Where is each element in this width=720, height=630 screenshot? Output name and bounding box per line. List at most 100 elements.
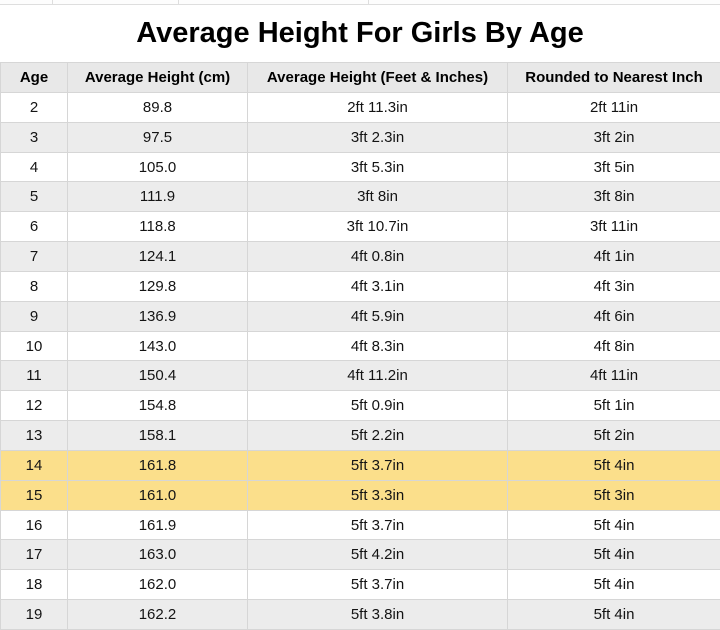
rounded-cell: 5ft 1in: [508, 391, 720, 421]
rounded-cell: 3ft 2in: [508, 122, 720, 152]
feet-inches-cell: 5ft 3.7in: [248, 510, 508, 540]
rounded-cell: 4ft 6in: [508, 301, 720, 331]
age-cell: 11: [1, 361, 68, 391]
age-cell: 9: [1, 301, 68, 331]
cell-border-tick: [52, 0, 53, 4]
rounded-cell: 5ft 4in: [508, 600, 720, 630]
col-header-feet-inches: Average Height (Feet & Inches): [248, 63, 508, 93]
rounded-cell: 4ft 8in: [508, 331, 720, 361]
cropped-row-sliver: [0, 0, 720, 5]
rounded-cell: 5ft 4in: [508, 510, 720, 540]
height-table: Age Average Height (cm) Average Height (…: [0, 62, 720, 630]
cm-cell: 154.8: [68, 391, 248, 421]
cm-cell: 118.8: [68, 212, 248, 242]
cm-cell: 97.5: [68, 122, 248, 152]
age-cell: 5: [1, 182, 68, 212]
age-cell: 10: [1, 331, 68, 361]
cm-cell: 136.9: [68, 301, 248, 331]
age-cell: 4: [1, 152, 68, 182]
cell-border-tick: [368, 0, 369, 4]
feet-inches-cell: 3ft 2.3in: [248, 122, 508, 152]
feet-inches-cell: 4ft 0.8in: [248, 242, 508, 272]
feet-inches-cell: 3ft 5.3in: [248, 152, 508, 182]
rounded-cell: 4ft 3in: [508, 271, 720, 301]
col-header-rounded: Rounded to Nearest Inch: [508, 63, 720, 93]
cm-cell: 162.2: [68, 600, 248, 630]
feet-inches-cell: 5ft 2.2in: [248, 421, 508, 451]
rounded-cell: 5ft 4in: [508, 570, 720, 600]
feet-inches-cell: 5ft 3.7in: [248, 450, 508, 480]
age-cell: 12: [1, 391, 68, 421]
age-cell: 7: [1, 242, 68, 272]
feet-inches-cell: 5ft 3.8in: [248, 600, 508, 630]
cm-cell: 105.0: [68, 152, 248, 182]
age-cell: 6: [1, 212, 68, 242]
age-cell: 16: [1, 510, 68, 540]
age-cell: 15: [1, 480, 68, 510]
age-cell: 13: [1, 421, 68, 451]
age-cell: 17: [1, 540, 68, 570]
cm-cell: 129.8: [68, 271, 248, 301]
feet-inches-cell: 5ft 3.7in: [248, 570, 508, 600]
cm-cell: 124.1: [68, 242, 248, 272]
rounded-cell: 3ft 5in: [508, 152, 720, 182]
rounded-cell: 5ft 4in: [508, 540, 720, 570]
feet-inches-cell: 3ft 10.7in: [248, 212, 508, 242]
col-header-cm: Average Height (cm): [68, 63, 248, 93]
rounded-cell: 2ft 11in: [508, 93, 720, 123]
age-cell: 8: [1, 271, 68, 301]
feet-inches-cell: 3ft 8in: [248, 182, 508, 212]
col-header-age: Age: [1, 63, 68, 93]
rounded-cell: 5ft 4in: [508, 450, 720, 480]
feet-inches-cell: 2ft 11.3in: [248, 93, 508, 123]
feet-inches-cell: 5ft 4.2in: [248, 540, 508, 570]
cm-cell: 163.0: [68, 540, 248, 570]
cm-cell: 161.0: [68, 480, 248, 510]
age-cell: 18: [1, 570, 68, 600]
feet-inches-cell: 5ft 0.9in: [248, 391, 508, 421]
cm-cell: 111.9: [68, 182, 248, 212]
rounded-cell: 5ft 3in: [508, 480, 720, 510]
feet-inches-cell: 4ft 5.9in: [248, 301, 508, 331]
page-title: Average Height For Girls By Age: [0, 5, 720, 62]
header-row: Age Average Height (cm) Average Height (…: [1, 63, 720, 93]
cm-cell: 150.4: [68, 361, 248, 391]
rounded-cell: 4ft 1in: [508, 242, 720, 272]
rounded-cell: 3ft 11in: [508, 212, 720, 242]
cm-cell: 158.1: [68, 421, 248, 451]
cm-cell: 161.8: [68, 450, 248, 480]
feet-inches-cell: 4ft 3.1in: [248, 271, 508, 301]
cm-cell: 162.0: [68, 570, 248, 600]
rounded-cell: 3ft 8in: [508, 182, 720, 212]
age-cell: 19: [1, 600, 68, 630]
rounded-cell: 5ft 2in: [508, 421, 720, 451]
cell-border-tick: [178, 0, 179, 4]
rounded-cell: 4ft 11in: [508, 361, 720, 391]
feet-inches-cell: 4ft 8.3in: [248, 331, 508, 361]
age-cell: 3: [1, 122, 68, 152]
cm-cell: 161.9: [68, 510, 248, 540]
feet-inches-cell: 4ft 11.2in: [248, 361, 508, 391]
age-cell: 14: [1, 450, 68, 480]
age-cell: 2: [1, 93, 68, 123]
